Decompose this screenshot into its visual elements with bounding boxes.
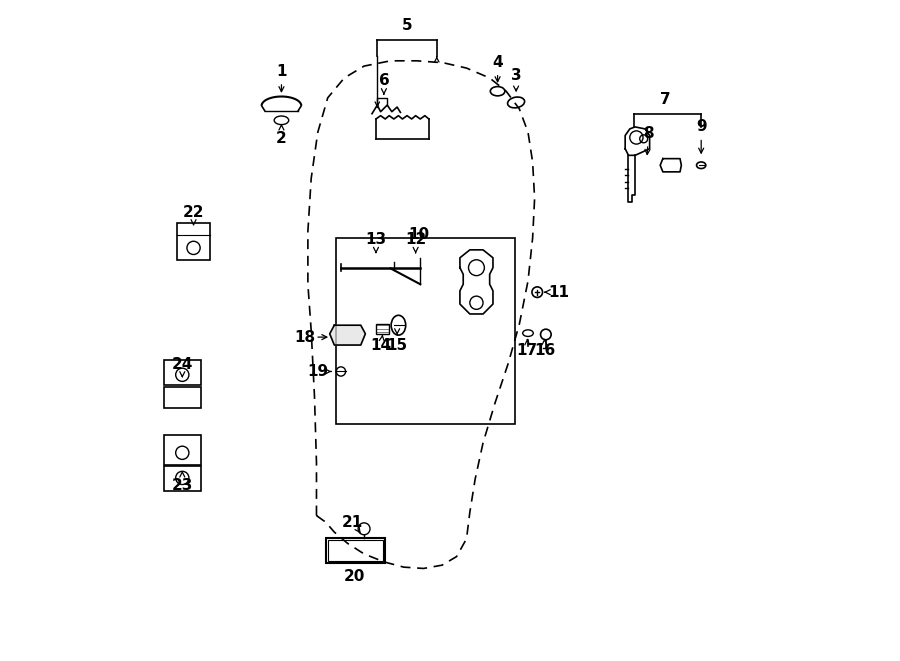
Bar	[164, 435, 201, 465]
Text: 13: 13	[365, 232, 386, 247]
Text: 4: 4	[492, 55, 503, 69]
Text: 5: 5	[401, 18, 412, 32]
Text: 2: 2	[276, 132, 287, 146]
Text: 19: 19	[307, 364, 328, 379]
Text: 6: 6	[379, 73, 390, 88]
Text: 23: 23	[172, 479, 193, 493]
Text: 10: 10	[409, 227, 429, 242]
Text: 16: 16	[534, 343, 555, 358]
Text: 12: 12	[405, 232, 427, 247]
Bar	[376, 324, 389, 334]
Polygon shape	[329, 325, 365, 345]
Bar	[164, 387, 201, 408]
Text: 21: 21	[342, 515, 364, 529]
Text: 8: 8	[643, 126, 653, 141]
Text: 22: 22	[183, 206, 204, 220]
Text: 17: 17	[517, 343, 538, 358]
Bar	[328, 540, 383, 561]
Text: 9: 9	[696, 120, 706, 134]
Bar	[164, 466, 201, 491]
Text: 1: 1	[276, 64, 287, 79]
Text: 3: 3	[511, 68, 521, 83]
Bar	[164, 360, 201, 385]
Text: 15: 15	[387, 338, 408, 352]
Bar	[337, 238, 515, 424]
Text: 7: 7	[660, 92, 670, 106]
Text: 20: 20	[344, 569, 364, 584]
Bar	[177, 223, 210, 260]
Text: 24: 24	[172, 358, 193, 372]
Text: 14: 14	[371, 338, 392, 352]
Bar	[326, 538, 385, 563]
Text: 18: 18	[294, 330, 315, 344]
Text: 11: 11	[549, 285, 570, 299]
